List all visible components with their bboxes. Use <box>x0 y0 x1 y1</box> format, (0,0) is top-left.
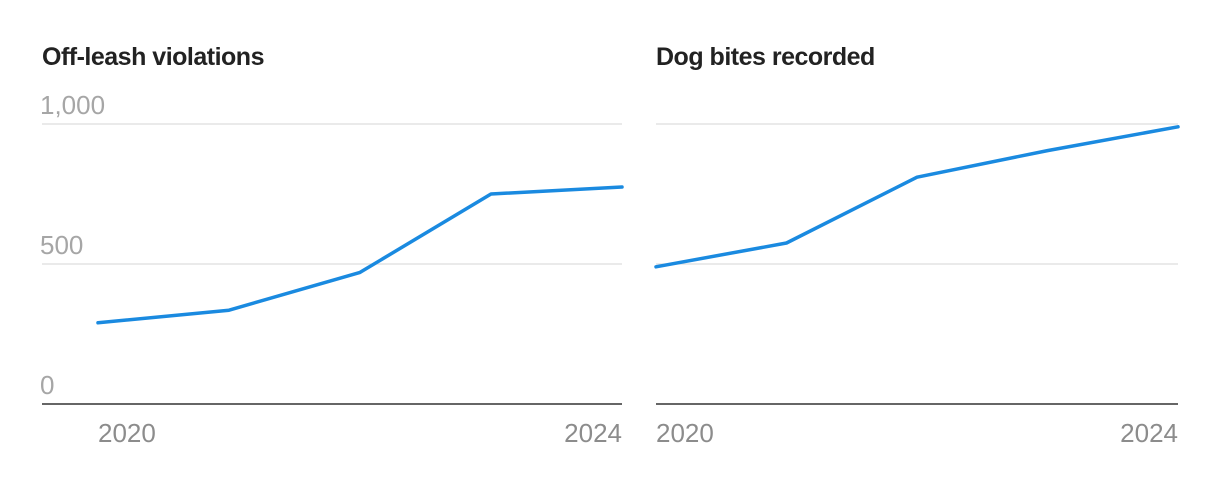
y-tick-label: 1,000 <box>40 90 105 120</box>
x-tick-label-last: 2024 <box>1120 418 1178 448</box>
y-tick-label: 0 <box>40 370 54 400</box>
x-tick-label-last: 2024 <box>564 418 622 448</box>
series-line <box>96 185 624 325</box>
chart-title: Dog bites recorded <box>656 43 875 71</box>
y-axis-tick-labels: 0 500 1,000 <box>40 90 105 400</box>
chart-panel-off-leash-violations: Off-leash violations 0 500 1,000 2020 2024 <box>40 43 624 448</box>
chart-title: Off-leash violations <box>42 43 264 71</box>
x-tick-label-first: 2020 <box>98 418 156 448</box>
gridlines <box>656 123 1178 265</box>
y-tick-label: 500 <box>40 230 83 260</box>
series-line <box>654 125 1180 269</box>
gridlines <box>42 123 622 265</box>
chart-panel-dog-bites-recorded: Dog bites recorded 2020 2024 <box>654 43 1180 448</box>
x-tick-label-first: 2020 <box>656 418 714 448</box>
